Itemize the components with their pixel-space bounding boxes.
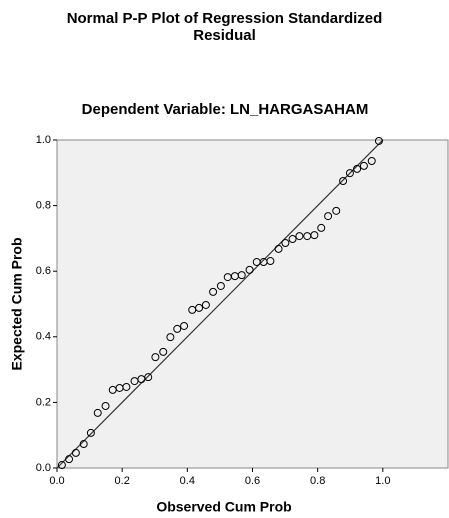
x-tick-label: 1.0 — [375, 475, 390, 487]
point — [237, 271, 246, 280]
reference-line — [56, 139, 384, 469]
point — [71, 448, 80, 457]
point — [57, 461, 66, 470]
y-axis-label: Expected Cum Prob — [9, 237, 25, 370]
point — [266, 257, 275, 266]
point — [173, 324, 182, 333]
point — [201, 300, 210, 309]
point — [288, 235, 297, 244]
point — [159, 347, 168, 356]
x-axis-label: Observed Cum Prob — [156, 499, 291, 515]
point — [86, 428, 95, 437]
point — [324, 212, 333, 221]
point — [122, 382, 131, 391]
point — [374, 136, 383, 145]
point — [367, 156, 376, 165]
y-tick-label: 0.8 — [36, 200, 51, 212]
title-box: Normal P-P Plot of Regression Standardiz… — [0, 10, 449, 44]
point — [353, 164, 362, 173]
x-tick-label: 0.0 — [49, 475, 64, 487]
chart-title: Normal P-P Plot of Regression Standardiz… — [66, 10, 383, 44]
point — [359, 161, 368, 170]
chart-subtitle: Dependent Variable: LN_HARGASAHAM — [82, 101, 369, 118]
point — [339, 177, 348, 185]
x-tick-label: 0.2 — [115, 475, 130, 487]
point — [166, 333, 175, 342]
point — [93, 408, 102, 417]
point — [79, 440, 88, 449]
point — [216, 281, 225, 290]
y-tick-label: 0.0 — [36, 462, 51, 474]
point — [209, 287, 218, 296]
point — [195, 303, 204, 312]
y-tick-label: 0.2 — [36, 396, 51, 408]
point — [274, 244, 283, 253]
point — [295, 232, 304, 241]
point — [65, 455, 74, 464]
point — [180, 321, 189, 330]
point — [281, 238, 290, 247]
point — [345, 169, 354, 178]
y-tick-label: 0.6 — [36, 265, 51, 277]
x-tick-label: 0.6 — [245, 475, 260, 487]
y-tick-label: 1.0 — [36, 134, 51, 146]
x-tick-label: 0.4 — [180, 475, 195, 487]
point — [101, 402, 110, 411]
plot-area — [56, 139, 449, 469]
point — [151, 353, 160, 362]
x-tick-label: 0.8 — [310, 475, 325, 487]
point — [144, 373, 153, 382]
y-tick-label: 0.4 — [36, 331, 51, 343]
point — [332, 206, 341, 215]
point — [317, 223, 326, 232]
point — [245, 265, 254, 274]
point — [310, 231, 319, 240]
